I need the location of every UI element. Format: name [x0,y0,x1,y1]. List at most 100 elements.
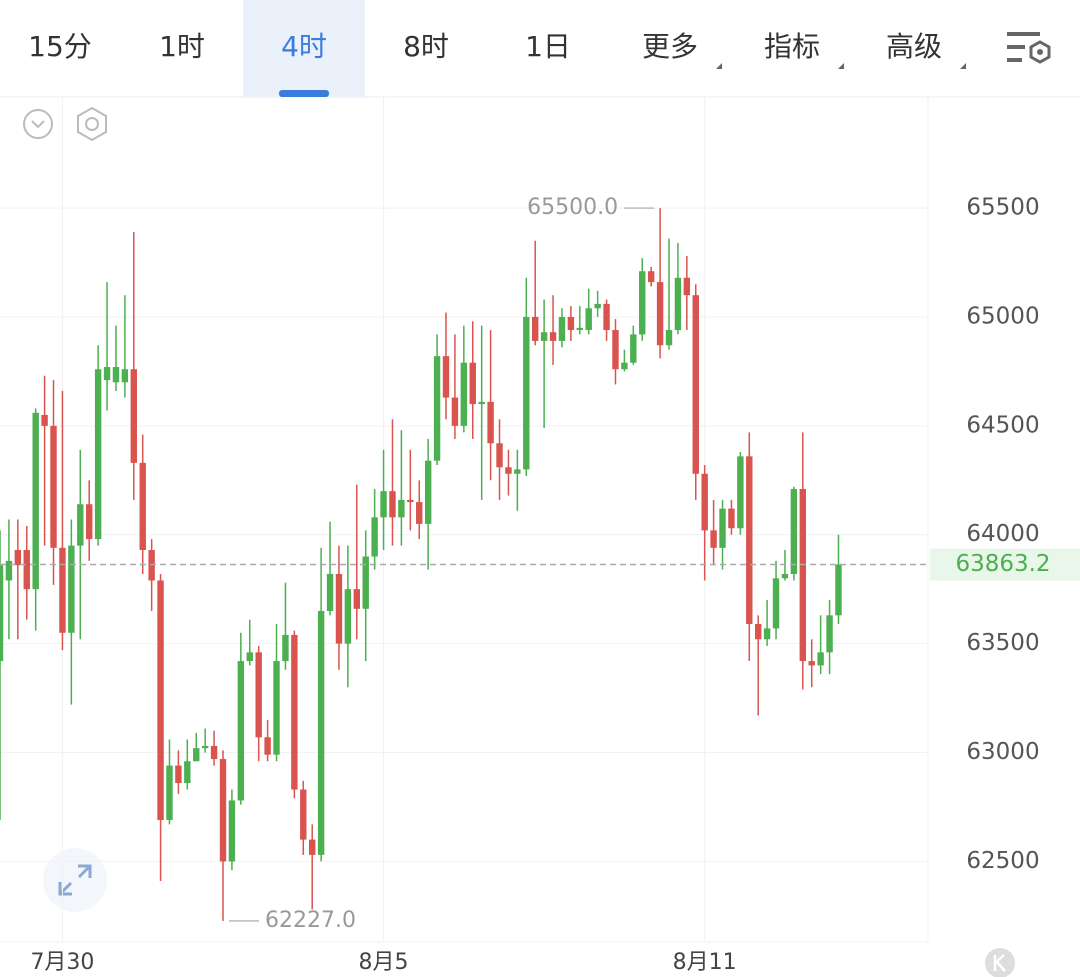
candle-body [68,545,75,633]
candle-body [23,549,30,590]
tab-label: 高级 [886,30,942,63]
tab[interactable]: 高级 [886,30,966,69]
candle-body [728,508,735,529]
candle-body [505,467,512,474]
candle-body [692,295,699,474]
annotation-label: 62227.0 [265,908,356,933]
candle-body [86,504,93,540]
candle-body [291,634,298,790]
y-tick-label: 65000 [966,303,1039,329]
collapse-icon[interactable] [23,109,53,139]
candle-body [737,456,744,529]
candle-body [433,356,441,461]
candle-body [451,397,459,426]
dropdown-caret [838,63,844,69]
candle-body [14,549,22,566]
icon-dot [1037,49,1043,55]
tab[interactable]: 1日 [525,30,571,63]
expand-arrows [58,864,92,896]
candle-body [139,462,146,550]
tab-label: 15分 [28,30,92,63]
candle-body [826,615,833,653]
candle-body [772,578,780,629]
candle-body [50,425,57,548]
candle-body [32,412,39,590]
x-tick-label: 7月30 [30,950,94,975]
candle-body [237,661,245,801]
settings-icon[interactable] [1007,32,1051,64]
candle-body [549,332,557,341]
candle-body [94,369,102,540]
candle-body [755,624,762,640]
tab-label: 1日 [525,30,571,63]
x-tick-label: 8月11 [673,950,737,975]
candle-body [487,401,494,444]
candle-body [621,362,628,370]
tab[interactable]: 4时 [243,0,365,97]
candle-body [335,573,343,644]
candle-body [790,489,798,574]
candle-body [558,316,566,341]
icon-circle [23,109,53,139]
tab-label: 指标 [764,30,820,63]
candle-body [674,277,682,331]
button-bg [43,848,107,912]
current-price-label: 63863.2 [955,551,1050,577]
candle-body [371,517,378,557]
candle-body [656,282,664,346]
candle-body [781,573,789,579]
candle-body [228,800,236,862]
candle-body [683,277,691,296]
y-tick-label: 65500 [966,195,1039,221]
candle-body [835,564,842,616]
candle-body [567,316,575,331]
candle-body [282,634,289,662]
dropdown-caret [716,63,722,69]
candle-body [112,367,120,383]
annotation-label: 65500.0 [527,195,618,220]
candle-body [264,737,271,755]
tab-label: 4时 [281,30,327,63]
candle-body [219,759,227,862]
tab[interactable]: 8时 [403,30,449,63]
candle-body [166,765,173,821]
tab[interactable]: 更多 [642,30,722,69]
chart-settings-icon[interactable] [77,106,107,142]
tab-active-bg [243,0,365,97]
candle-body [0,565,4,662]
tab-label: 1时 [159,30,205,63]
candle-body [184,761,191,784]
y-tick-label: 63000 [966,739,1039,765]
candle-body [317,610,325,855]
k-button[interactable] [985,948,1015,977]
candle-body [300,789,307,840]
candle-body [630,334,637,363]
candle-body [398,499,405,518]
candle-body [5,560,13,581]
candle-body [763,628,771,640]
candle-body [273,661,280,755]
y-tick-label: 63500 [966,630,1039,656]
icon-chevron [31,120,45,129]
k-glyph [993,954,1006,972]
dropdown-caret [960,63,966,69]
candle-body [478,401,485,405]
tab[interactable]: 1时 [159,30,205,63]
candle-body [442,356,450,398]
candle-body [326,573,334,611]
candle-body [77,504,84,546]
candle-body [460,362,468,426]
expand-button[interactable] [43,848,107,912]
y-tick-label: 62500 [966,848,1039,874]
candle-body [469,362,476,405]
candle-body [594,303,601,309]
candle-body [193,748,200,762]
candle-body [532,316,539,341]
candle-body [130,369,137,463]
candle-body [612,330,619,370]
candle-body [603,303,610,331]
tab[interactable]: 指标 [764,30,844,69]
candle-body [389,491,396,518]
tab[interactable]: 15分 [28,30,92,63]
candle-body [201,745,209,749]
